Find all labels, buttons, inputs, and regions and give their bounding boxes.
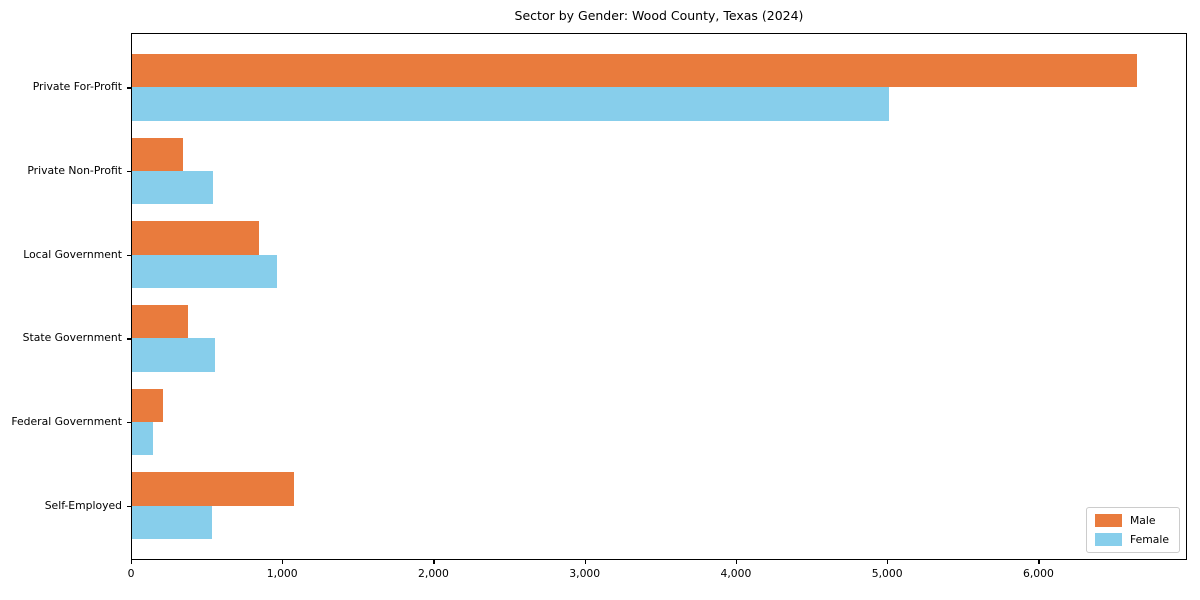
ytick-mark-private-for-profit (127, 87, 131, 89)
bar-male-self-employed (131, 472, 295, 506)
ytick-mark-private-non-profit (127, 171, 131, 173)
chart-title: Sector by Gender: Wood County, Texas (20… (514, 8, 804, 23)
legend-item-female: Female (1094, 533, 1169, 546)
xtick-mark-1,000 (282, 560, 284, 564)
legend-item-male: Male (1094, 514, 1169, 527)
xtick-label-0: 0 (127, 567, 135, 580)
ytick-mark-state-government (127, 338, 131, 340)
xtick-label-5,000: 5,000 (871, 567, 903, 580)
ytick-label-state-government: State Government (22, 331, 122, 345)
bar-female-self-employed (131, 505, 212, 540)
xtick-label-3,000: 3,000 (569, 567, 601, 580)
legend-label-male: Male (1129, 514, 1156, 527)
bar-male-federal-government (131, 388, 163, 422)
ytick-label-private-for-profit: Private For-Profit (32, 80, 122, 94)
ytick-mark-local-government (127, 254, 131, 256)
xtick-label-4,000: 4,000 (720, 567, 752, 580)
bar-male-private-non-profit (131, 137, 184, 172)
xtick-mark-3,000 (584, 560, 586, 564)
bar-female-private-for-profit (131, 87, 889, 121)
xtick-mark-5,000 (887, 560, 889, 564)
bar-female-private-non-profit (131, 171, 213, 205)
xtick-label-1,000: 1,000 (266, 567, 298, 580)
xtick-mark-4,000 (735, 560, 738, 564)
bar-female-federal-government (131, 421, 153, 456)
bar-female-local-government (131, 254, 277, 289)
ytick-label-local-government: Local Government (23, 247, 122, 261)
xtick-label-6,000: 6,000 (1023, 567, 1054, 580)
xtick-mark-2,000 (433, 560, 435, 564)
xtick-mark-6,000 (1038, 560, 1040, 564)
legend: Male Female (1085, 507, 1180, 553)
xtick-mark-0 (131, 560, 133, 564)
ytick-label-private-non-profit: Private Non-Profit (27, 164, 122, 178)
bar-male-local-government (131, 221, 259, 255)
ytick-label-federal-government: Federal Government (11, 414, 122, 428)
female-series-swatch (1094, 533, 1122, 546)
ytick-mark-self-employed (127, 505, 131, 507)
legend-label-female: Female (1129, 533, 1169, 546)
bar-female-state-government (131, 338, 215, 372)
bar-male-state-government (131, 304, 189, 339)
ytick-mark-federal-government (127, 421, 131, 424)
ytick-label-self-employed: Self-Employed (44, 498, 122, 512)
bar-male-private-for-profit (131, 53, 1137, 88)
male-series-swatch (1094, 514, 1122, 527)
xtick-label-2,000: 2,000 (418, 567, 449, 580)
